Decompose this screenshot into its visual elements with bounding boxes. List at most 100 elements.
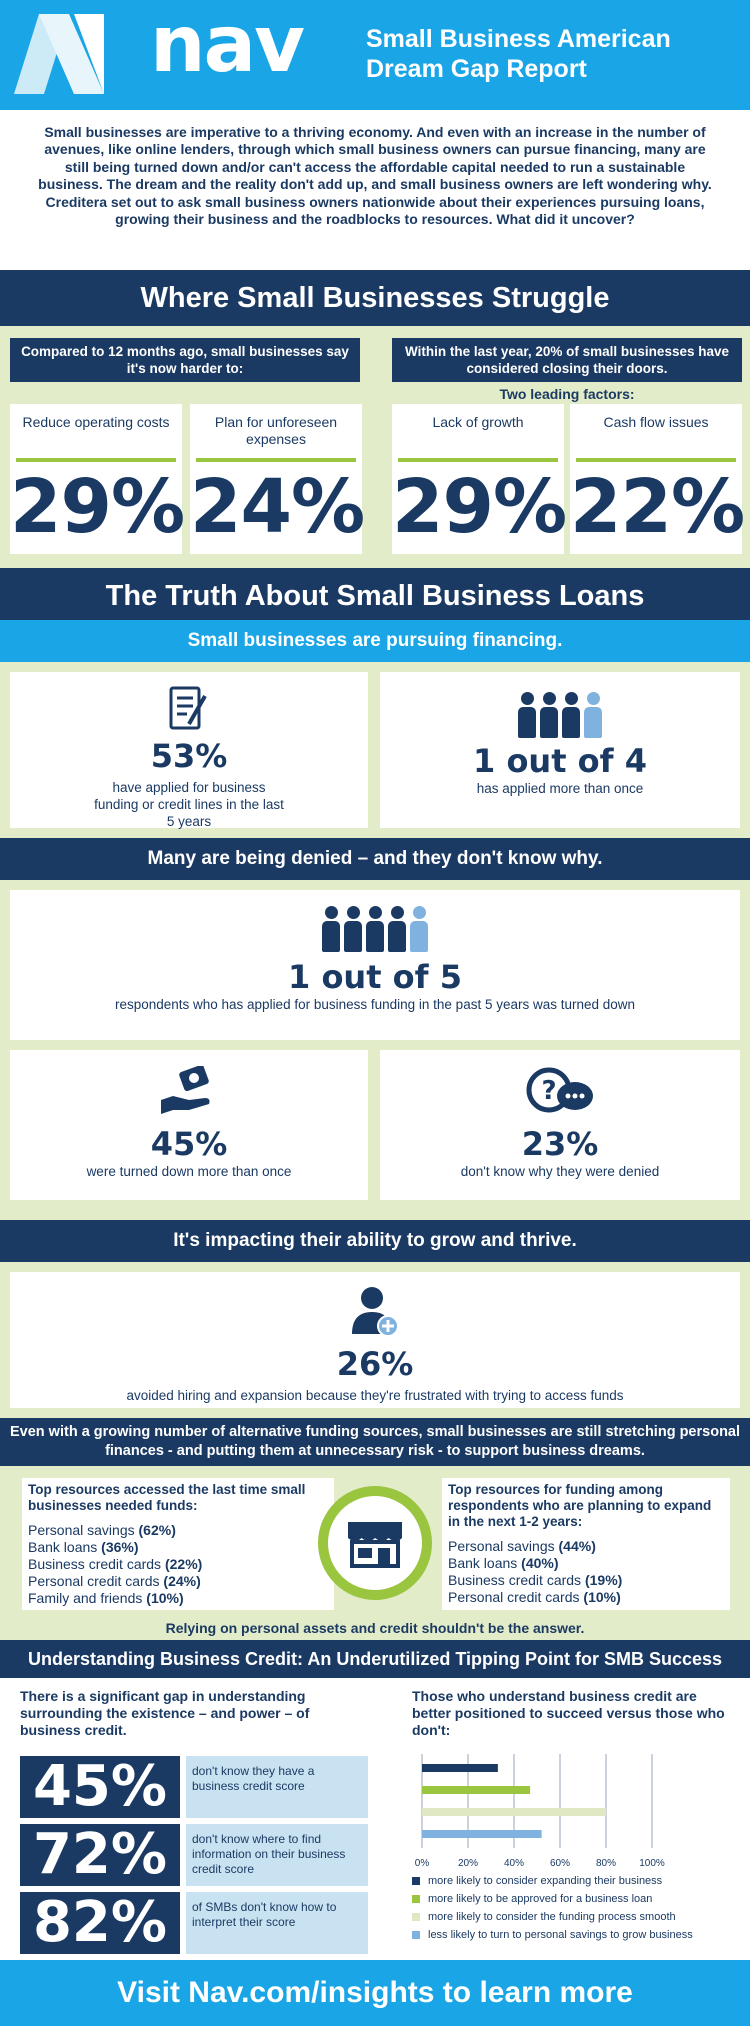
loans-heading: The Truth About Small Business Loans — [0, 564, 750, 620]
bar — [422, 1764, 498, 1772]
turned-down-card: 1 out of 5 respondents who has applied f… — [10, 890, 740, 1040]
person-icon — [388, 906, 406, 952]
item-value: (19%) — [584, 1572, 623, 1588]
legend-label: more likely to be approved for a busines… — [428, 1893, 653, 1905]
more-than-once-desc: has applied more than once — [476, 781, 644, 796]
repeat-denied-card: 45% were turned down more than once — [10, 1050, 368, 1200]
legend-swatch — [412, 1877, 420, 1885]
item-label: Business credit cards — [448, 1572, 582, 1588]
bar — [422, 1830, 542, 1838]
bar — [422, 1786, 531, 1794]
stat-card: Reduce operating costs 29% — [10, 404, 185, 554]
person-icon — [562, 692, 580, 738]
item-label: Family and friends — [28, 1590, 143, 1606]
person-icon — [584, 692, 602, 738]
stat-caption: Cash flow issues — [603, 414, 709, 430]
credit-stat-desc: of SMBs don't know how to interpret thei… — [186, 1892, 368, 1954]
stat-caption: Plan for unforeseen expenses — [214, 414, 338, 447]
impact-section: 26% avoided hiring and expansion because… — [0, 1262, 750, 1418]
item-value: (40%) — [521, 1555, 559, 1571]
legend-item: more likely to consider the funding proc… — [412, 1910, 742, 1924]
item-value: (24%) — [163, 1573, 201, 1589]
impact-heading: It's impacting their ability to grow and… — [0, 1220, 750, 1262]
footer-cta[interactable]: Visit Nav.com/insights to learn more — [0, 1960, 750, 2026]
divider — [196, 458, 356, 462]
avoided-card: 26% avoided hiring and expansion because… — [10, 1272, 740, 1408]
item-label: Personal savings — [448, 1538, 555, 1554]
list-item: Personal savings (44%) — [448, 1538, 724, 1555]
report-title: Small Business American Dream Gap Report — [366, 25, 671, 83]
stat-card: Lack of growth 29% — [392, 404, 567, 554]
item-value: (44%) — [558, 1538, 596, 1554]
item-label: Personal credit cards — [448, 1589, 580, 1605]
legend-item: more likely to consider expanding their … — [412, 1874, 742, 1888]
credit-left-intro: There is a significant gap in understand… — [20, 1688, 310, 1738]
credit-stat-value: 45% — [20, 1756, 180, 1818]
svg-text:?: ? — [541, 1076, 556, 1106]
item-label: Personal savings — [28, 1522, 135, 1538]
person-icon — [322, 906, 340, 952]
applied-desc: have applied for business funding or cre… — [94, 780, 284, 829]
intro-text: Small businesses are imperative to a thr… — [0, 110, 750, 270]
stat-caption: Lack of growth — [432, 414, 524, 430]
item-value: (62%) — [138, 1522, 176, 1538]
item-value: (10%) — [583, 1589, 621, 1605]
divider — [16, 458, 176, 462]
item-label: Bank loans — [448, 1555, 518, 1571]
stat-card: Plan for unforeseen expenses 24% — [190, 404, 365, 554]
stat-value: 24% — [190, 464, 365, 550]
item-value: (36%) — [101, 1539, 139, 1555]
legend-label: more likely to consider the funding proc… — [428, 1911, 676, 1923]
list-item: Bank loans (36%) — [28, 1539, 328, 1556]
people-icon-group — [10, 906, 740, 952]
avoided-pct: 26% — [336, 1345, 414, 1383]
list-item: Business credit cards (19%) — [448, 1572, 724, 1589]
person-icon — [540, 692, 558, 738]
list-item: Family and friends (10%) — [28, 1590, 328, 1607]
legend-swatch — [412, 1913, 420, 1921]
legend-item: less likely to turn to personal savings … — [412, 1928, 742, 1942]
left-resources-heading: Top resources accessed the last time sma… — [22, 1478, 334, 1518]
avoided-desc: avoided hiring and expansion because the… — [126, 1388, 624, 1403]
stat-value: 29% — [392, 464, 567, 550]
money-hand-icon — [161, 1065, 210, 1114]
left-resources-list: Personal savings (62%) Bank loans (36%) … — [22, 1518, 334, 1610]
turned-down-desc: respondents who has applied for business… — [114, 997, 636, 1012]
question-chat-icon: ? — [526, 1067, 593, 1113]
storefront-badge — [318, 1486, 432, 1600]
person-icon — [410, 906, 428, 952]
credit-bar-chart: 0% 20% 40% 60% 80% 100% — [415, 1754, 665, 1869]
resources-note: Relying on personal assets and credit sh… — [0, 1618, 750, 1640]
dont-know-pct: 23% — [521, 1125, 599, 1163]
list-item: Personal credit cards (10%) — [448, 1589, 724, 1606]
legend-label: more likely to consider expanding their … — [428, 1875, 663, 1887]
storefront-icon — [348, 1522, 402, 1568]
x-tick-label: 60% — [550, 1858, 570, 1869]
credit-right-intro: Those who understand business credit are… — [412, 1688, 725, 1738]
person-icon — [518, 692, 536, 738]
struggle-section: Compared to 12 months ago, small busines… — [0, 326, 750, 564]
chart-legend: more likely to consider expanding their … — [412, 1874, 742, 1946]
factors-label: Two leading factors: — [499, 386, 635, 402]
item-label: Business credit cards — [28, 1556, 162, 1572]
pursuing-heading: Small businesses are pursuing financing. — [0, 620, 750, 662]
pursuing-section: 53% have applied for business funding or… — [0, 662, 750, 838]
list-item: Bank loans (40%) — [448, 1555, 724, 1572]
bar — [422, 1808, 606, 1816]
x-tick-label: 0% — [415, 1858, 430, 1869]
credit-stat-desc: don't know where to find information on … — [186, 1824, 368, 1886]
legend-label: less likely to turn to personal savings … — [428, 1929, 693, 1941]
struggle-heading: Where Small Businesses Struggle — [0, 270, 750, 326]
right-resources-list: Personal savings (44%) Bank loans (40%) … — [442, 1534, 730, 1610]
stat-caption: Reduce operating costs — [22, 414, 170, 430]
nav-wordmark: nav — [150, 0, 305, 90]
credit-stat-value: 82% — [20, 1892, 180, 1954]
add-user-icon — [352, 1287, 399, 1337]
credit-stat-value: 72% — [20, 1824, 180, 1886]
list-item: Personal savings (62%) — [28, 1522, 328, 1539]
resources-banner: Even with a growing number of alternativ… — [0, 1418, 750, 1466]
repeat-denied-pct: 45% — [150, 1125, 228, 1163]
x-tick-label: 40% — [504, 1858, 524, 1869]
application-form-icon — [169, 686, 207, 730]
turned-down-value: 1 out of 5 — [288, 958, 462, 996]
